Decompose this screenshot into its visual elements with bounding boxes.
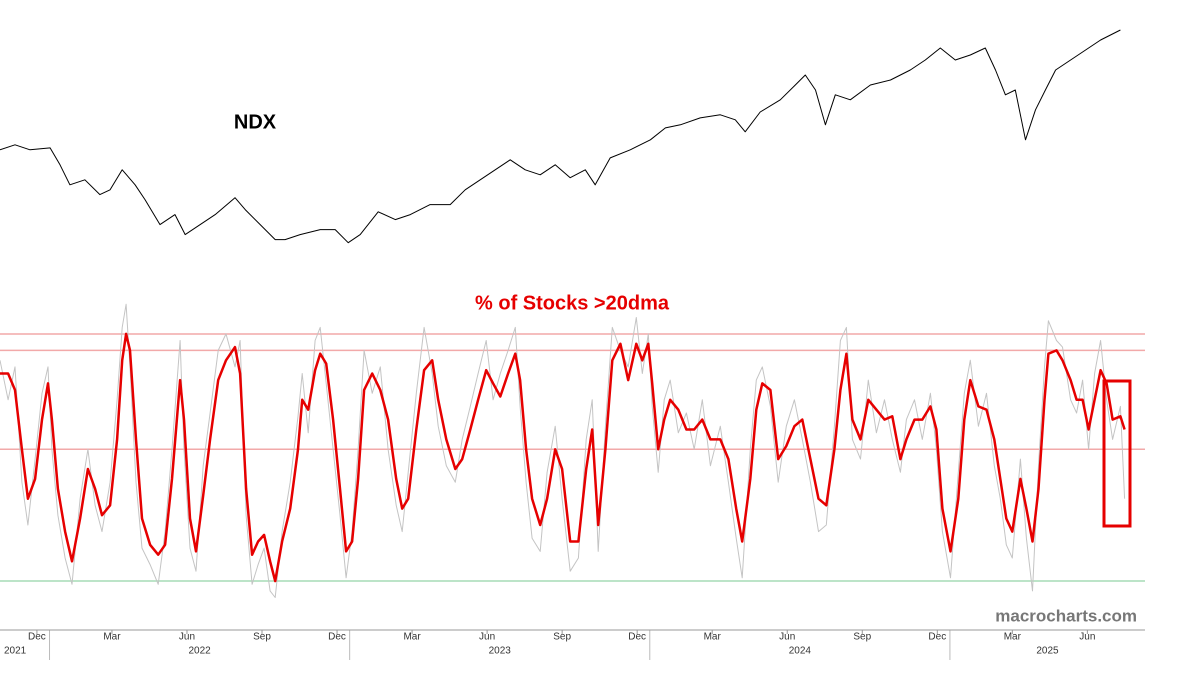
x-tick-label: Jun xyxy=(779,632,795,643)
series-line xyxy=(0,303,1126,598)
x-tick-label: Jun xyxy=(179,632,195,643)
source-watermark: macrocharts.com xyxy=(995,606,1137,625)
year-label: 2025 xyxy=(1036,646,1059,657)
series-line xyxy=(0,332,1126,583)
x-tick-label: Mar xyxy=(403,632,421,643)
highlight-box xyxy=(1102,379,1132,528)
x-tick-label: Dec xyxy=(328,632,346,643)
x-tick-label: Sep xyxy=(853,632,871,643)
x-tick-label: Mar xyxy=(103,632,121,643)
x-tick-label: Sep xyxy=(253,632,271,643)
breadth-title: % of Stocks >20dma xyxy=(475,292,670,314)
x-tick-label: Mar xyxy=(1004,632,1022,643)
year-label: 2024 xyxy=(789,646,812,657)
year-label: 2023 xyxy=(489,646,512,657)
series-line xyxy=(0,29,1121,244)
x-tick-label: Dec xyxy=(628,632,646,643)
x-tick-label: Dec xyxy=(28,632,46,643)
x-tick-label: Mar xyxy=(704,632,722,643)
year-label: 2021 xyxy=(4,646,27,657)
x-tick-label: Jun xyxy=(479,632,495,643)
year-label: 2022 xyxy=(188,646,211,657)
x-tick-label: Jun xyxy=(1079,632,1095,643)
x-tick-label: Sep xyxy=(553,632,571,643)
ndx-title: NDX xyxy=(234,111,277,133)
x-tick-label: Dec xyxy=(928,632,946,643)
